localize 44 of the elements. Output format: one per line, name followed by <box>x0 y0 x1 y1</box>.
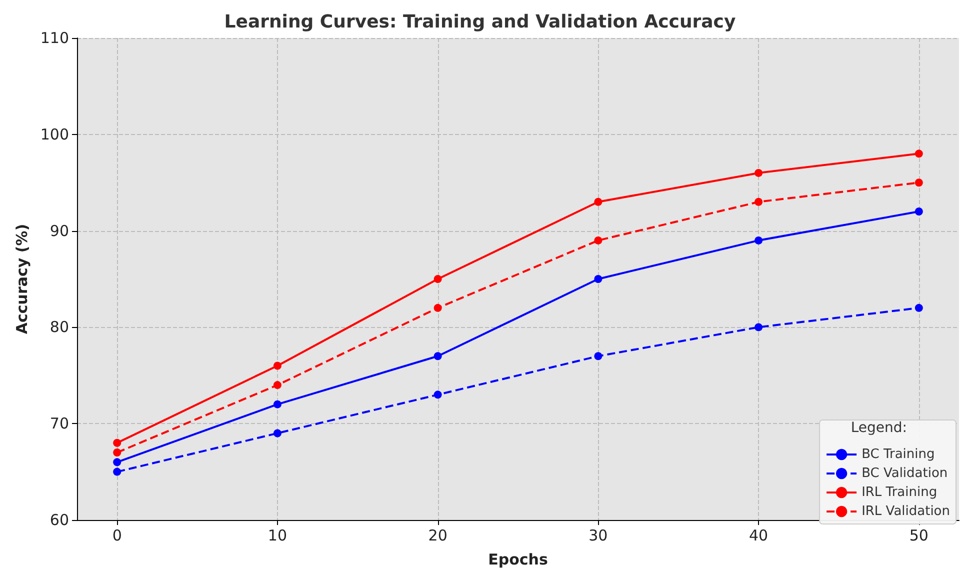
x-axis-title: Epochs <box>488 550 548 568</box>
legend-label: BC Validation <box>862 466 948 481</box>
legend-title: Legend: <box>850 420 908 436</box>
point <box>754 198 763 206</box>
x-tick-label: 10 <box>268 526 287 544</box>
point <box>434 390 442 399</box>
point <box>434 352 442 360</box>
point <box>914 304 923 312</box>
legend-label: IRL Training <box>862 485 938 500</box>
chart-title: Learning Curves: Training and Validation Accuracy <box>224 12 736 32</box>
x-tick-label: 40 <box>749 526 768 544</box>
y-tick-label: 100 <box>40 125 69 144</box>
x-tick-label: 30 <box>588 526 608 544</box>
point <box>914 150 923 158</box>
point <box>594 275 602 283</box>
point <box>273 381 282 390</box>
x-tick-label: 20 <box>428 526 448 544</box>
y-tick-label: 70 <box>50 414 69 433</box>
point <box>273 400 282 408</box>
y-tick-label: 60 <box>50 511 69 529</box>
y-axis-title: Accuracy (%) <box>12 224 31 334</box>
point <box>273 362 282 370</box>
y-tick-label: 110 <box>40 29 69 47</box>
point <box>754 236 763 244</box>
x-tick-label: 50 <box>909 526 928 544</box>
point <box>914 178 923 187</box>
point <box>113 458 122 466</box>
point <box>754 323 763 332</box>
legend-label: IRL Validation <box>862 504 950 519</box>
point <box>754 168 763 177</box>
point <box>273 429 282 438</box>
y-tick-label: 80 <box>50 318 69 336</box>
point <box>434 275 442 283</box>
point <box>594 352 602 360</box>
legend-label: BC Training <box>862 447 935 462</box>
point <box>594 236 602 244</box>
point <box>113 468 122 476</box>
point <box>113 448 122 457</box>
point <box>113 438 122 447</box>
point <box>914 208 923 216</box>
x-tick-label: 0 <box>112 526 122 544</box>
point <box>594 198 602 206</box>
y-tick-label: 90 <box>50 222 69 240</box>
point <box>434 304 442 312</box>
